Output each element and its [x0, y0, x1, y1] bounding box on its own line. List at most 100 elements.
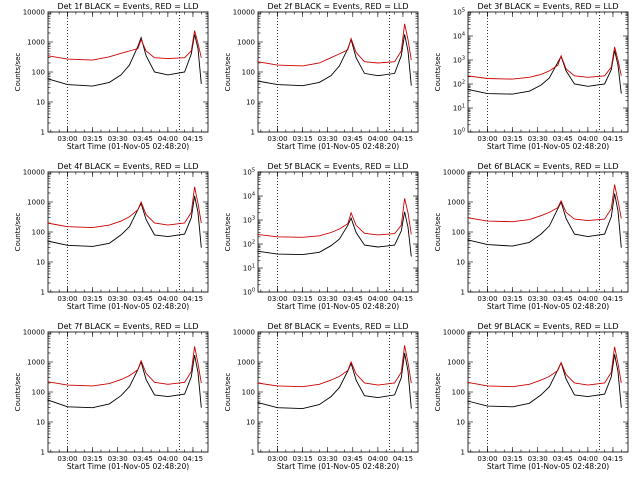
- y-tick-label: 1: [41, 289, 45, 297]
- x-tick-label: 03:30: [528, 455, 548, 463]
- x-tick-label: 04:00: [158, 135, 178, 143]
- x-tick-label: 03:15: [83, 135, 103, 143]
- plot-frame: [467, 11, 629, 133]
- x-tick-label: 03:30: [528, 135, 548, 143]
- lld-series-line: [47, 30, 202, 61]
- y-tick-label: 1000: [447, 199, 465, 207]
- panel-title: Det 4f BLACK = Events, RED = LLD: [57, 162, 198, 171]
- x-tick-label: 03:00: [477, 135, 497, 143]
- x-tick-label: 03:45: [133, 455, 153, 463]
- x-tick-label: 03:30: [108, 455, 128, 463]
- lld-series-line: [467, 184, 622, 223]
- y-tick-label: 101: [453, 104, 465, 113]
- panel-title: Det 2f BLACK = Events, RED = LLD: [267, 2, 408, 11]
- y-axis-label: Counts/sec: [434, 213, 442, 252]
- x-tick-label: 03:15: [503, 135, 523, 143]
- x-tick-label: 03:00: [267, 135, 287, 143]
- x-tick-label: 03:00: [477, 295, 497, 303]
- x-tick-label: 03:30: [318, 455, 338, 463]
- y-tick-label: 1: [461, 289, 465, 297]
- events-series-line: [47, 355, 202, 409]
- x-tick-label: 03:30: [318, 135, 338, 143]
- x-tick-label: 04:00: [368, 455, 388, 463]
- y-axis-label: Counts/sec: [434, 53, 442, 92]
- y-tick-label: 10000: [233, 329, 255, 337]
- plot-frame: [467, 171, 629, 293]
- x-tick-label: 03:15: [293, 455, 313, 463]
- y-axis-label: Counts/sec: [14, 373, 22, 412]
- panel-title: Det 7f BLACK = Events, RED = LLD: [57, 322, 198, 331]
- x-axis-label: Start Time (01-Nov-05 02:48:20): [487, 142, 609, 151]
- x-tick-label: 03:45: [343, 455, 363, 463]
- x-tick-label: 03:45: [553, 295, 573, 303]
- plot-frame: [257, 11, 419, 133]
- plot-frame: [47, 171, 209, 293]
- panel-title: Det 9f BLACK = Events, RED = LLD: [477, 322, 618, 331]
- detector-panel: Det 5f BLACK = Events, RED = LLD 100 101 10…: [224, 162, 419, 311]
- y-tick-label: 103: [243, 216, 255, 225]
- x-tick-label: 03:30: [108, 295, 128, 303]
- detector-panel: Det 7f BLACK = Events, RED = LLD 1 10 100 10…: [14, 322, 209, 471]
- y-tick-label: 10: [36, 419, 45, 427]
- y-tick-label: 1: [251, 449, 255, 457]
- y-tick-label: 1000: [27, 199, 45, 207]
- y-tick-label: 100: [243, 288, 255, 297]
- plot-frame: [257, 331, 419, 453]
- x-tick-label: 04:00: [368, 295, 388, 303]
- y-tick-label: 100: [32, 389, 45, 397]
- y-tick-label: 105: [453, 8, 465, 17]
- x-tick-label: 03:00: [57, 295, 77, 303]
- y-tick-label: 1: [41, 129, 45, 137]
- y-tick-label: 10000: [23, 169, 45, 177]
- detector-panel: Det 9f BLACK = Events, RED = LLD 1 10 100 10…: [434, 322, 629, 471]
- x-axis-label: Start Time (01-Nov-05 02:48:20): [67, 462, 189, 471]
- x-tick-label: 04:15: [603, 295, 623, 303]
- detector-panel: Det 3f BLACK = Events, RED = LLD 100 101 10…: [434, 2, 629, 151]
- y-tick-label: 10: [36, 99, 45, 107]
- events-series-line: [257, 34, 412, 87]
- y-axis-label: Counts/sec: [224, 53, 232, 92]
- y-tick-label: 100: [242, 69, 255, 77]
- y-tick-label: 104: [453, 32, 465, 41]
- y-tick-label: 10000: [443, 169, 465, 177]
- lld-series-line: [257, 198, 412, 238]
- x-tick-label: 03:45: [133, 135, 153, 143]
- detector-panel: Det 2f BLACK = Events, RED = LLD 1 10 100 10…: [224, 2, 419, 151]
- x-tick-label: 03:30: [108, 135, 128, 143]
- y-axis-label: Counts/sec: [224, 213, 232, 252]
- events-series-line: [467, 354, 622, 408]
- x-tick-label: 03:00: [267, 295, 287, 303]
- y-axis-label: Counts/sec: [224, 373, 232, 412]
- x-tick-label: 04:00: [158, 295, 178, 303]
- events-series-line: [47, 195, 202, 248]
- events-series-line: [257, 211, 412, 257]
- y-tick-label: 1: [41, 449, 45, 457]
- y-tick-label: 100: [32, 69, 45, 77]
- y-tick-label: 10: [36, 259, 45, 267]
- y-tick-label: 10000: [23, 329, 45, 337]
- events-series-line: [47, 34, 202, 87]
- y-tick-label: 101: [243, 264, 255, 273]
- x-tick-label: 03:15: [293, 135, 313, 143]
- x-axis-label: Start Time (01-Nov-05 02:48:20): [487, 302, 609, 311]
- y-tick-label: 1000: [447, 359, 465, 367]
- plot-frame: [467, 331, 629, 453]
- y-tick-label: 1: [251, 129, 255, 137]
- plot-frame: [257, 171, 419, 293]
- x-tick-label: 03:00: [477, 455, 497, 463]
- y-tick-label: 100: [452, 229, 465, 237]
- x-tick-label: 03:45: [133, 295, 153, 303]
- x-tick-label: 04:00: [158, 455, 178, 463]
- x-tick-label: 03:45: [343, 135, 363, 143]
- y-tick-label: 105: [243, 168, 255, 177]
- lld-series-line: [47, 346, 202, 387]
- y-tick-label: 10: [246, 419, 255, 427]
- y-tick-label: 10: [456, 259, 465, 267]
- detector-panel: Det 1f BLACK = Events, RED = LLD 1 10 100 10…: [14, 2, 209, 151]
- x-tick-label: 03:45: [343, 295, 363, 303]
- y-tick-label: 100: [452, 389, 465, 397]
- x-axis-label: Start Time (01-Nov-05 02:48:20): [67, 142, 189, 151]
- x-axis-label: Start Time (01-Nov-05 02:48:20): [67, 302, 189, 311]
- y-tick-label: 1000: [237, 39, 255, 47]
